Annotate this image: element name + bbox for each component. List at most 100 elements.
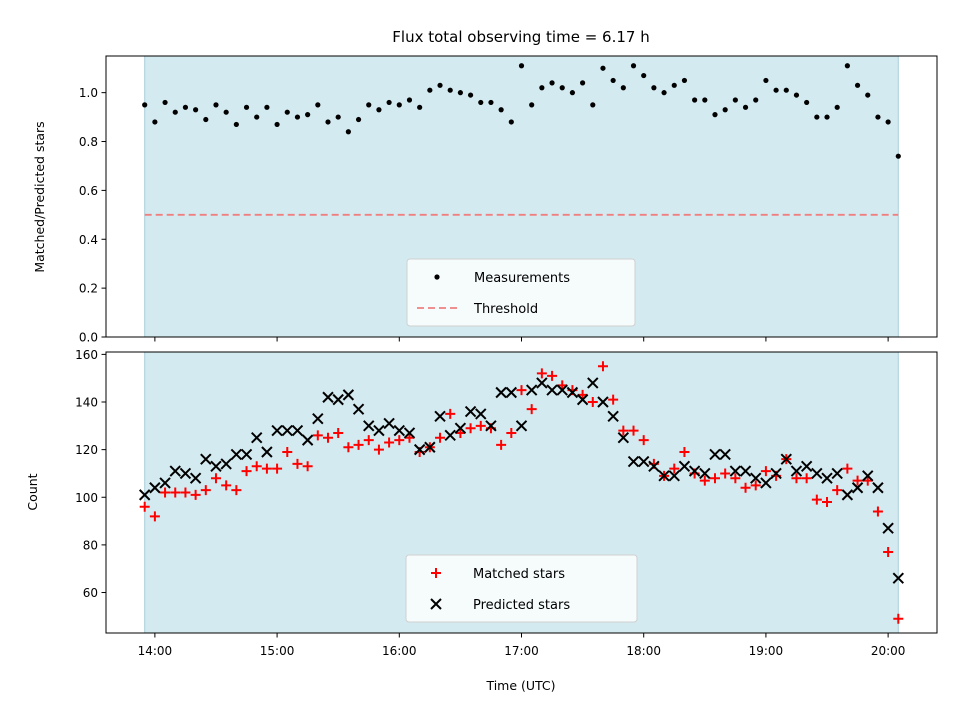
legend-box [405, 554, 638, 623]
matched-star-point [272, 463, 283, 474]
measurement-point [854, 82, 861, 88]
x-tick-label: 20:00 [871, 644, 906, 658]
legend: Matched stars Predicted stars [405, 554, 638, 623]
matched-star-point [506, 427, 517, 438]
matched-star-point [801, 473, 812, 484]
plot-area [142, 63, 901, 216]
measurement-point [488, 99, 494, 106]
measurement-point [834, 104, 840, 110]
measurement-point [325, 119, 331, 125]
matched-star-point [516, 385, 527, 396]
predicted-star-point [719, 448, 731, 461]
predicted-star-point [800, 460, 813, 473]
measurement-point [193, 107, 199, 113]
measurement-point [590, 102, 596, 108]
count-panel: 14:00 15:00 16:00 17:00 18:00 19:00 20:00 60 80 1… [75, 348, 938, 658]
measurement-point [427, 87, 433, 93]
measurement-point [396, 102, 402, 108]
measurement-point [437, 82, 443, 88]
predicted-star-point [546, 384, 558, 396]
matched-star-point [333, 427, 344, 438]
measurement-point [366, 102, 372, 108]
y-tick-label: 140 [75, 396, 98, 410]
legend-label: Matched stars [473, 567, 565, 582]
predicted-star-point [678, 460, 691, 473]
measurement-point [305, 112, 311, 118]
matched-star-point [638, 435, 649, 446]
count-panel-xlabel: Time (UTC) [485, 678, 555, 693]
measurement-point [315, 102, 321, 108]
measurement-point [793, 92, 800, 98]
measurement-point [508, 119, 514, 125]
measurement-point [264, 104, 270, 110]
predicted-star-point [261, 446, 273, 458]
predicted-star-point [332, 393, 344, 406]
measurement-point [172, 109, 178, 115]
legend-label: Threshold [473, 302, 538, 317]
measurement-point [712, 112, 718, 118]
measurement-point [732, 97, 738, 103]
predicted-star-point [627, 455, 640, 468]
measurement-point [345, 129, 351, 135]
matched-star-point [363, 435, 374, 446]
measurement-point [233, 121, 239, 128]
predicted-star-point [373, 424, 385, 437]
matched-star-point [445, 408, 456, 419]
matched-star-point [822, 497, 833, 508]
measurement-point [600, 65, 606, 71]
x-tick-label: 14:00 [138, 644, 173, 658]
plot-area [138, 361, 905, 624]
ratio-panel: 0.0 0.2 0.4 0.6 0.8 1.0 Measurements Threshold [79, 55, 938, 345]
legend-plus-marker [431, 568, 441, 578]
measurement-point [142, 102, 148, 108]
measurement-point [681, 77, 688, 84]
x-tick-label: 16:00 [382, 644, 417, 658]
matched-star-point [170, 487, 181, 498]
measurement-point [875, 114, 881, 120]
matched-star-point [709, 473, 720, 484]
measurement-point [692, 97, 698, 103]
measurement-point [783, 87, 789, 93]
predicted-star-point [597, 396, 609, 408]
measurement-point [865, 92, 871, 98]
matched-star-point [628, 425, 639, 436]
measurement-point [386, 99, 392, 106]
predicted-star-point [525, 384, 538, 396]
predicted-star-point [312, 412, 324, 425]
measurement-point [702, 97, 708, 103]
predicted-star-point [862, 470, 874, 482]
predicted-star-point [230, 448, 243, 461]
predicted-star-point [271, 424, 283, 437]
measurement-point [885, 119, 891, 125]
matched-star-point [435, 432, 446, 443]
predicted-star-point [454, 422, 467, 434]
legend-label: Predicted stars [473, 598, 570, 613]
predicted-star-point [475, 408, 487, 420]
matched-star-point [740, 482, 751, 493]
predicted-star-point [811, 467, 823, 480]
measurement-point [203, 116, 209, 123]
matched-star-point [323, 432, 334, 443]
predicted-star-point [536, 377, 548, 389]
matched-star-point [343, 442, 354, 453]
measurement-point [824, 114, 830, 120]
matched-star-point [893, 613, 904, 624]
legend: Measurements Threshold [406, 258, 636, 327]
measurement-point [417, 104, 423, 110]
measurement-point [569, 90, 576, 96]
y-tick-label: 0.2 [79, 282, 98, 296]
measurement-point [467, 92, 474, 98]
matched-star-point [302, 461, 313, 472]
measurement-point [844, 63, 850, 69]
matched-star-point [455, 427, 466, 438]
measurement-point [478, 99, 484, 106]
predicted-star-point [709, 448, 721, 461]
matched-star-point [608, 394, 619, 405]
predicted-star-point [322, 391, 334, 403]
matched-star-point [210, 473, 221, 484]
predicted-star-point [434, 410, 446, 423]
matched-star-point [190, 489, 201, 500]
predicted-star-point [892, 572, 905, 584]
measurement-point [641, 72, 647, 79]
measurement-point [742, 104, 749, 110]
